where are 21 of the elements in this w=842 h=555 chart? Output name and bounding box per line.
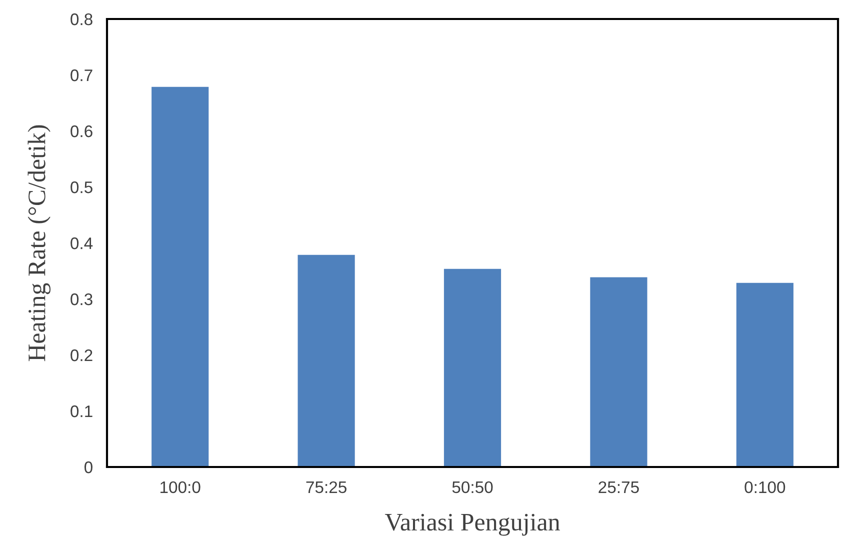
x-tick-label: 100:0	[160, 481, 200, 494]
bar	[588, 276, 649, 467]
x-tick-label: 25:75	[598, 481, 639, 494]
y-tick-label: 0.3	[70, 293, 92, 306]
y-tick-label: 0.1	[70, 405, 92, 418]
x-axis-title: Variasi Pengujian	[384, 514, 560, 536]
y-tick-label: 0	[84, 461, 92, 474]
y-tick-label: 0.7	[70, 69, 92, 82]
bar	[296, 254, 356, 467]
bar	[150, 86, 210, 467]
bar	[442, 268, 502, 467]
x-tick-label: 50:50	[452, 481, 493, 494]
y-tick-label: 0.6	[70, 125, 92, 138]
y-tick-label: 0.5	[70, 181, 92, 194]
y-axis-title: Heating Rate (°C/detik)	[28, 125, 50, 362]
bar	[734, 282, 795, 467]
y-tick-label: 0.4	[70, 237, 93, 250]
y-tick-label: 0.8	[70, 13, 92, 26]
x-tick-label: 0:100	[744, 481, 786, 494]
x-tick-label: 75:25	[306, 481, 346, 494]
y-tick-label: 0.2	[70, 349, 92, 362]
